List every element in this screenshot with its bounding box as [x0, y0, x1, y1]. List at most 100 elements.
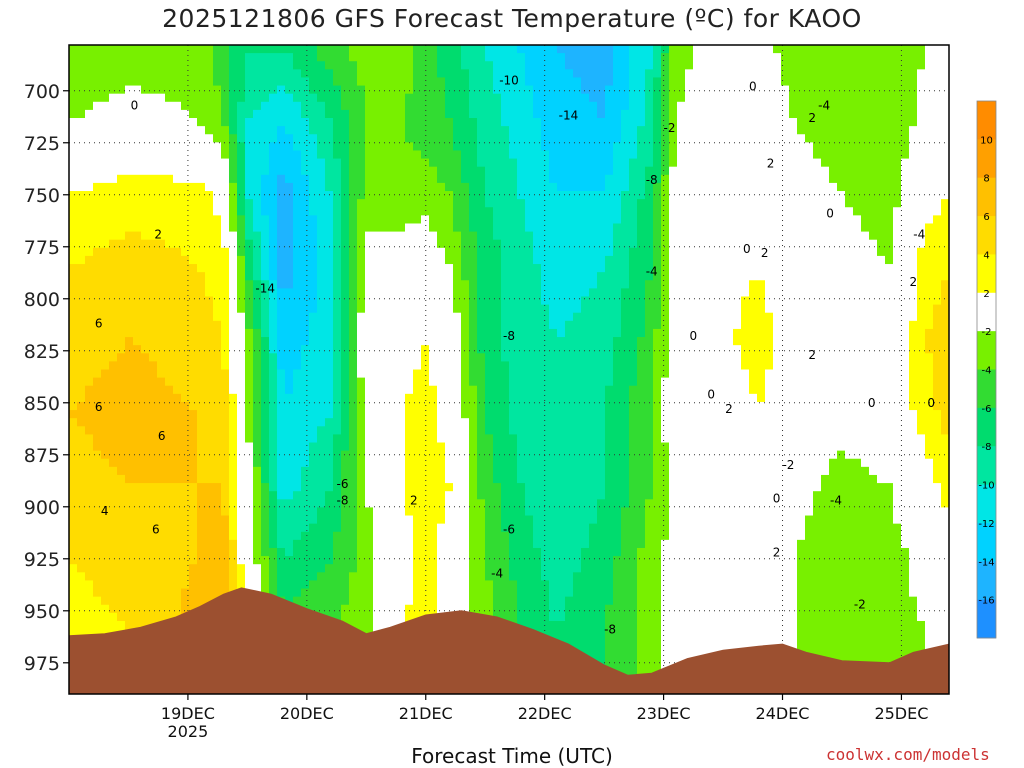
field-cell	[501, 126, 510, 135]
field-cell	[317, 572, 326, 582]
field-cell	[341, 199, 350, 208]
field-cell	[365, 304, 374, 314]
field-cell	[189, 515, 198, 525]
field-cell	[541, 239, 550, 249]
field-cell	[549, 434, 558, 444]
field-cell	[565, 150, 574, 160]
field-cell	[357, 531, 366, 541]
field-cell	[525, 507, 534, 517]
field-cell	[301, 158, 310, 168]
field-cell	[157, 174, 166, 184]
field-cell	[189, 101, 198, 111]
field-cell	[413, 418, 422, 427]
field-cell	[381, 126, 390, 135]
field-cell	[445, 483, 454, 492]
field-cell	[205, 280, 214, 289]
field-cell	[173, 483, 182, 492]
field-cell	[405, 53, 414, 62]
field-cell	[101, 215, 110, 225]
field-cell	[245, 166, 254, 176]
field-cell	[285, 442, 294, 452]
field-cell	[469, 199, 478, 208]
field-cell	[373, 264, 382, 273]
field-cell	[261, 385, 270, 395]
field-cell	[285, 142, 294, 152]
field-cell	[389, 150, 398, 160]
field-cell	[125, 507, 134, 517]
field-cell	[181, 166, 190, 176]
field-cell	[389, 556, 398, 565]
field-cell	[453, 596, 462, 606]
field-cell	[245, 304, 254, 314]
field-cell	[301, 353, 310, 362]
field-cell	[77, 142, 86, 152]
field-cell	[485, 539, 494, 549]
field-cell	[173, 134, 182, 143]
field-cell	[557, 629, 566, 638]
field-cell	[525, 272, 534, 281]
field-cell	[85, 109, 94, 119]
field-cell	[189, 345, 198, 354]
field-cell	[285, 385, 294, 395]
field-cell	[565, 304, 574, 314]
field-cell	[101, 596, 110, 606]
field-cell	[133, 564, 142, 573]
field-cell	[133, 483, 142, 492]
field-cell	[181, 491, 190, 500]
field-cell	[477, 239, 486, 249]
field-cell	[405, 77, 414, 87]
field-cell	[525, 45, 534, 54]
field-cell	[357, 264, 366, 273]
field-cell	[493, 77, 502, 87]
field-cell	[117, 312, 126, 322]
field-cell	[141, 272, 150, 281]
field-cell	[493, 296, 502, 306]
field-cell	[245, 345, 254, 354]
field-cell	[469, 134, 478, 143]
field-cell	[381, 458, 390, 468]
field-cell	[261, 182, 270, 192]
field-cell	[261, 272, 270, 281]
field-cell	[157, 572, 166, 582]
field-cell	[253, 174, 262, 184]
field-cell	[541, 142, 550, 152]
field-cell	[77, 69, 86, 79]
field-cell	[117, 393, 126, 403]
field-cell	[557, 142, 566, 152]
field-cell	[133, 410, 142, 419]
field-cell	[541, 572, 550, 582]
field-cell	[501, 385, 510, 395]
field-cell	[565, 272, 574, 281]
field-cell	[445, 61, 454, 70]
field-cell	[317, 272, 326, 281]
field-cell	[277, 215, 286, 225]
field-cell	[365, 174, 374, 184]
field-cell	[221, 491, 230, 500]
field-cell	[381, 580, 390, 590]
field-cell	[485, 523, 494, 533]
field-cell	[125, 474, 134, 484]
field-cell	[533, 434, 542, 444]
field-cell	[149, 101, 158, 111]
field-cell	[133, 288, 142, 298]
field-cell	[549, 450, 558, 460]
field-cell	[197, 337, 206, 346]
field-cell	[349, 377, 358, 387]
field-cell	[469, 466, 478, 476]
field-cell	[429, 345, 438, 354]
field-cell	[397, 604, 406, 614]
field-cell	[213, 207, 222, 216]
field-cell	[461, 223, 470, 233]
field-cell	[77, 401, 86, 411]
field-cell	[221, 166, 230, 176]
field-cell	[229, 101, 238, 111]
field-cell	[77, 474, 86, 484]
field-cell	[461, 426, 470, 435]
field-cell	[333, 345, 342, 354]
field-cell	[509, 612, 518, 622]
field-cell	[149, 556, 158, 565]
field-cell	[325, 182, 334, 192]
field-cell	[485, 199, 494, 208]
field-cell	[373, 255, 382, 265]
field-cell	[245, 215, 254, 225]
